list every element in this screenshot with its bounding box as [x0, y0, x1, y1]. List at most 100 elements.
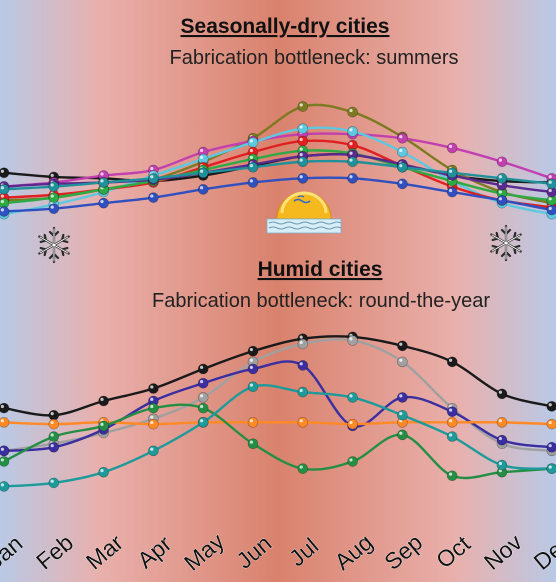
dry-series-9-point-10	[446, 186, 458, 198]
dry-series-4-point-9-highlight	[399, 148, 403, 153]
dry-series-6-point-7-highlight	[299, 147, 303, 151]
dry-series-4-point-5-highlight	[200, 155, 204, 159]
dry-series-9-point-8	[347, 173, 358, 184]
humid-series-6-point-1-highlight	[0, 483, 4, 487]
humid-series-3-point-2	[48, 441, 60, 453]
dry-series-9-point-2	[48, 203, 60, 214]
dry-series-4-point-8	[347, 126, 358, 137]
humid-series-4-point-8	[347, 418, 358, 430]
dry-series-3-point-10-highlight	[449, 144, 453, 148]
humid-series-1-point-5	[197, 363, 209, 375]
dry-series-8-point-7-highlight	[299, 158, 303, 162]
humid-series-6-point-7	[297, 386, 309, 398]
humid-series-4-point-10	[446, 417, 458, 428]
dry-series-3-point-11-highlight	[498, 158, 502, 162]
dry-series-8-point-3	[98, 177, 109, 188]
dry-series-2-point-7-highlight	[299, 103, 303, 107]
humid-series-4-point-4-highlight	[150, 420, 154, 425]
humid-series-4-point-7-highlight	[299, 419, 303, 423]
humid-series-3-point-4-highlight	[150, 397, 154, 401]
humid-series-6-point-4	[148, 445, 159, 457]
dry-series-8-point-10-highlight	[449, 169, 453, 173]
humid-series-5-point-6	[247, 438, 259, 450]
humid-series-3-point-10	[446, 406, 458, 417]
humid-series-5-point-9-highlight	[399, 431, 403, 435]
dry-series-9-point-11-highlight	[498, 197, 502, 201]
dry-series-3-point-3-highlight	[100, 172, 104, 176]
dry-series-9-point-12-highlight	[548, 206, 552, 211]
humid-series-3-point-1-highlight	[0, 447, 4, 451]
dry-series-8-point-2	[48, 181, 60, 192]
humid-series-1-point-9	[397, 340, 408, 352]
humid-series-5-point-10	[446, 470, 458, 482]
humid-series-1-point-1	[0, 402, 10, 414]
dry-series-8-point-11	[496, 173, 508, 184]
humid-series-4-point-4	[148, 418, 159, 430]
humid-series-3-point-7	[297, 360, 309, 371]
dry-series-5-point-1-highlight	[0, 194, 4, 198]
humid-cities-title: Humid cities	[258, 258, 383, 281]
humid-series-1-point-11	[496, 388, 508, 400]
dry-series-8-point-5-highlight	[200, 169, 204, 173]
dry-series-4-point-9	[397, 146, 408, 158]
dry-series-9-point-12	[546, 204, 556, 216]
humid-series-1-point-4-highlight	[150, 385, 154, 389]
snowflake-icon	[490, 224, 522, 262]
humid-series-2-point-8-highlight	[349, 337, 353, 341]
sun-over-water-icon	[266, 191, 342, 234]
dry-series-8-point-5	[197, 167, 209, 179]
humid-series-6-point-6	[247, 381, 259, 393]
humid-series-4-point-10-highlight	[449, 419, 453, 423]
humid-series-3-point-12-highlight	[548, 444, 552, 448]
dry-series-4-point-7	[297, 123, 309, 134]
dry-series-8-point-3-highlight	[100, 179, 104, 183]
humid-series-4-point-6-highlight	[249, 419, 253, 423]
humid-series-5-point-4	[148, 402, 159, 414]
dry-series-8-point-8-highlight	[349, 158, 353, 162]
dry-cities-plot	[0, 101, 556, 220]
humid-series-2-point-7-highlight	[299, 340, 303, 345]
dry-series-8-point-9	[397, 161, 408, 173]
humid-series-5-point-10-highlight	[449, 472, 453, 476]
humid-series-1-point-12-highlight	[548, 403, 552, 407]
humid-series-6-point-4-highlight	[150, 447, 154, 451]
dry-series-9-point-3	[98, 197, 109, 209]
dry-series-3-point-4-highlight	[150, 166, 154, 171]
dry-series-9-point-9-highlight	[399, 180, 403, 184]
humid-series-3-point-10-highlight	[449, 408, 453, 412]
humid-series-5-point-8-highlight	[349, 458, 353, 462]
humid-series-1-point-2	[48, 409, 60, 421]
dry-series-7-point-12-highlight	[548, 188, 552, 193]
humid-series-3-point-9-highlight	[399, 394, 403, 398]
dry-series-3-point-11	[496, 156, 508, 168]
dry-series-8-point-4	[148, 173, 159, 184]
humid-series-4-point-11-highlight	[498, 419, 502, 423]
dry-series-8-point-1	[0, 184, 10, 195]
dry-series-8-point-8	[347, 156, 358, 168]
humid-series-1-point-6	[247, 345, 259, 357]
dry-series-6-point-2-highlight	[50, 194, 54, 198]
humid-series-3-point-6	[247, 363, 259, 375]
humid-cities-plot	[0, 331, 556, 492]
dry-series-9-point-4	[148, 192, 159, 203]
dry-series-3-point-12-highlight	[548, 175, 552, 179]
humid-series-2-point-9	[397, 356, 408, 368]
humid-series-2-point-8	[347, 335, 358, 346]
dry-series-5-point-7-highlight	[299, 137, 303, 142]
dry-series-8-point-7	[297, 156, 309, 168]
humid-series-5-point-2	[48, 431, 60, 442]
dry-series-8-point-10	[446, 167, 458, 179]
humid-series-6-point-8	[347, 392, 358, 403]
humid-series-6-point-10-highlight	[449, 433, 453, 437]
humid-series-1-point-11-highlight	[498, 390, 502, 394]
dry-series-9-point-11	[496, 195, 508, 206]
humid-series-3-point-1	[0, 445, 10, 457]
humid-series-2-point-5	[197, 392, 209, 403]
humid-series-5-point-4-highlight	[150, 404, 154, 409]
dry-series-6-point-6-highlight	[249, 155, 253, 159]
humid-series-6-point-5	[197, 417, 209, 428]
dry-series-1-point-1-highlight	[0, 169, 4, 173]
dry-series-9-point-9	[397, 178, 408, 190]
dry-series-9-point-3-highlight	[100, 199, 104, 204]
dry-series-2-point-8	[347, 106, 358, 118]
